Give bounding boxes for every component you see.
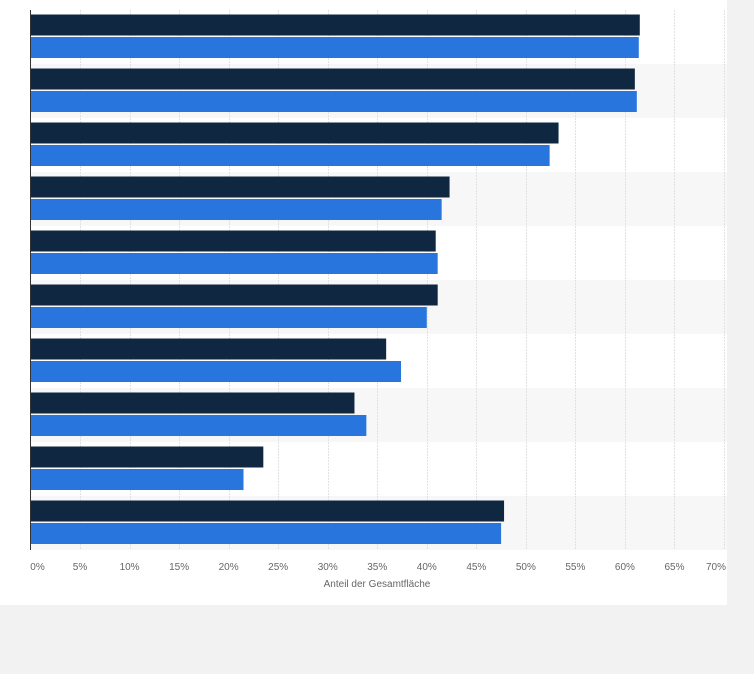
x-tick-label: 15%: [169, 562, 189, 573]
bar-series-2[interactable]: [30, 307, 427, 328]
bar-series-2[interactable]: [30, 361, 402, 382]
x-tick-label: 70%: [706, 562, 726, 573]
x-tick-label: 60%: [615, 562, 635, 573]
bar-series-1[interactable]: [30, 122, 559, 144]
bar-series-1[interactable]: [30, 176, 450, 198]
x-tick-label: 35%: [367, 562, 387, 573]
x-tick-label: 40%: [417, 562, 437, 573]
bar-series-2[interactable]: [30, 37, 639, 58]
bar-series-2[interactable]: [30, 469, 244, 490]
x-tick-label: 0%: [30, 562, 45, 573]
x-tick-label: 50%: [516, 562, 536, 573]
bar-series-1[interactable]: [30, 338, 387, 360]
bar-series-1[interactable]: [30, 500, 505, 522]
bar-series-1[interactable]: [30, 446, 264, 468]
x-tick-label: 25%: [268, 562, 288, 573]
x-tick-label: 20%: [219, 562, 239, 573]
bar-series-1[interactable]: [30, 284, 438, 306]
bar-series-2[interactable]: [30, 91, 637, 112]
bar-series-2[interactable]: [30, 415, 367, 436]
bar-series-1[interactable]: [30, 392, 355, 414]
x-tick-label: 30%: [318, 562, 338, 573]
bar-series-1[interactable]: [30, 14, 640, 36]
bars-group: [30, 14, 640, 544]
bar-series-2[interactable]: [30, 145, 550, 166]
bar-series-2[interactable]: [30, 523, 502, 544]
bar-series-2[interactable]: [30, 253, 438, 274]
x-tick-label: 10%: [120, 562, 140, 573]
x-tick-label: 65%: [664, 562, 684, 573]
bar-series-1[interactable]: [30, 68, 635, 90]
bar-series-1[interactable]: [30, 230, 436, 252]
x-tick-label: 45%: [466, 562, 486, 573]
x-tick-label: 55%: [565, 562, 585, 573]
x-axis-label: Anteil der Gesamtfläche: [324, 579, 431, 590]
bar-series-2[interactable]: [30, 199, 442, 220]
x-tick-labels: 0% 5% 10% 15% 20% 25% 30% 35% 40% 45% 50% 55% 60% 65%…: [30, 562, 726, 573]
x-tick-label: 5%: [73, 562, 88, 573]
